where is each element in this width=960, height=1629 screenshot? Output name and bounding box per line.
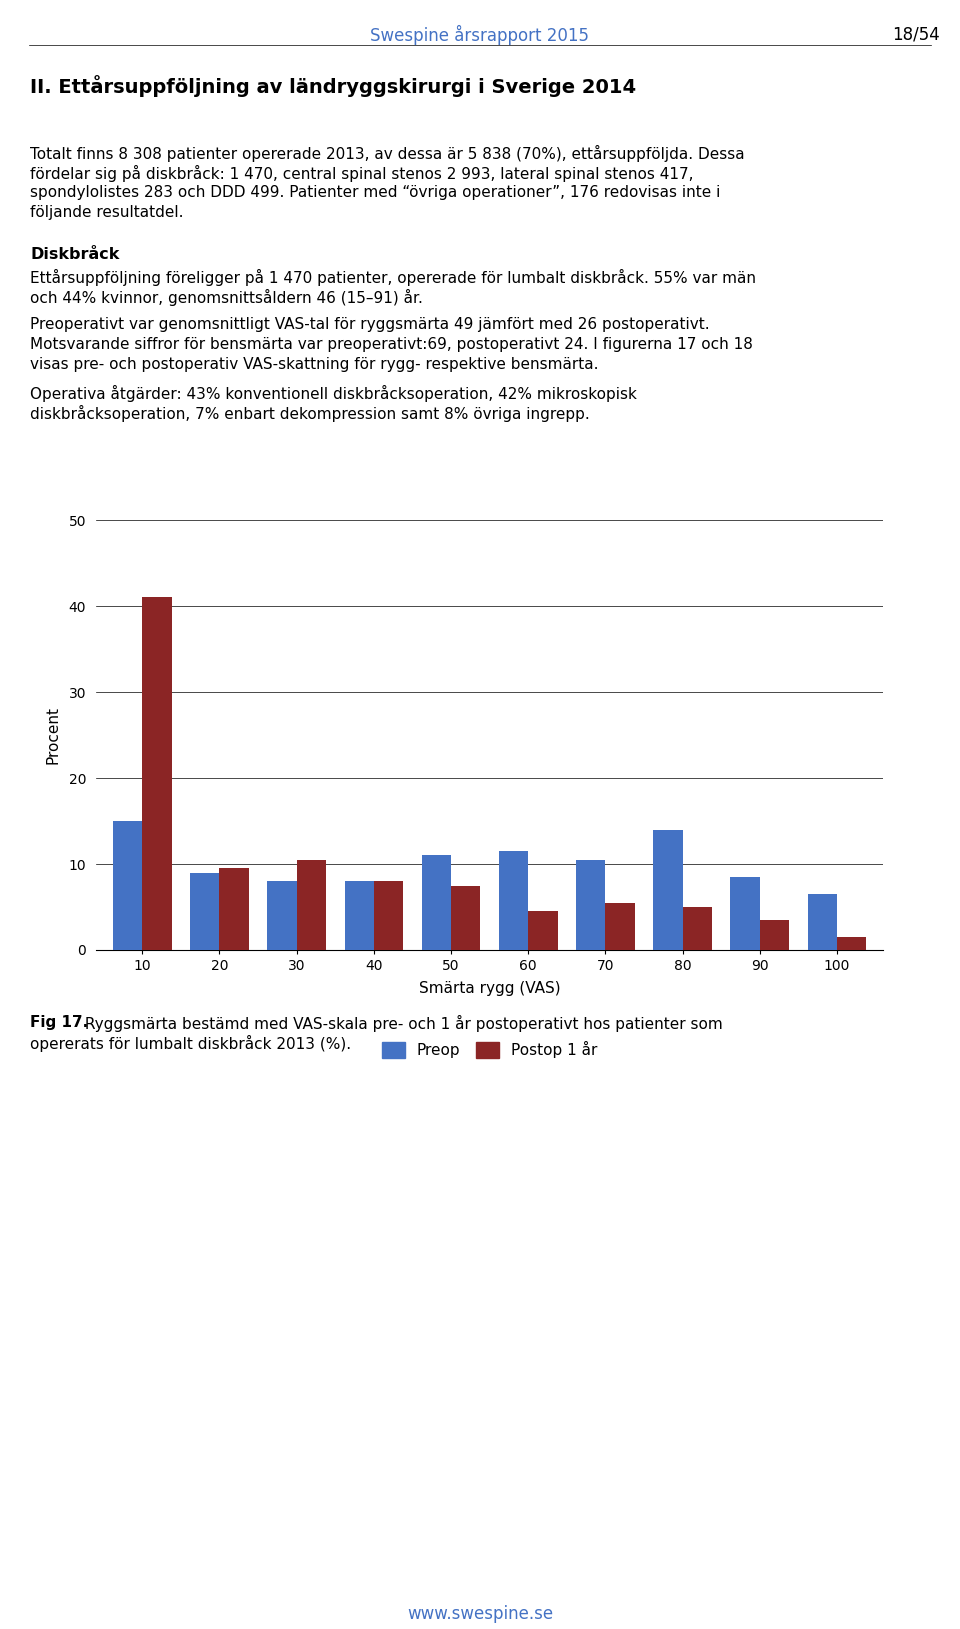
Text: Ettårsuppföljning föreligger på 1 470 patienter, opererade för lumbalt diskbråck: Ettårsuppföljning föreligger på 1 470 pa… xyxy=(30,269,756,287)
Text: Motsvarande siffror för bensmärta var preoperativt:69, postoperativt 24. I figur: Motsvarande siffror för bensmärta var pr… xyxy=(30,337,753,352)
X-axis label: Smärta rygg (VAS): Smärta rygg (VAS) xyxy=(419,981,561,997)
Text: spondylolistes 283 och DDD 499. Patienter med “övriga operationer”, 176 redovisa: spondylolistes 283 och DDD 499. Patiente… xyxy=(30,186,720,200)
Bar xyxy=(576,860,606,950)
Text: opererats för lumbalt diskbråck 2013 (%).: opererats för lumbalt diskbråck 2013 (%)… xyxy=(30,1034,351,1052)
Text: Swespine årsrapport 2015: Swespine årsrapport 2015 xyxy=(371,24,589,46)
Text: fördelar sig på diskbråck: 1 470, central spinal stenos 2 993, lateral spinal st: fördelar sig på diskbråck: 1 470, centra… xyxy=(30,165,693,182)
Bar xyxy=(606,902,635,950)
Bar xyxy=(528,911,558,950)
Bar xyxy=(190,873,220,950)
Bar xyxy=(759,920,789,950)
Bar xyxy=(451,886,480,950)
Text: Totalt finns 8 308 patienter opererade 2013, av dessa är 5 838 (70%), ettårsuppf: Totalt finns 8 308 patienter opererade 2… xyxy=(30,145,745,161)
Bar xyxy=(113,821,142,950)
Text: diskbråcksoperation, 7% enbart dekompression samt 8% övriga ingrepp.: diskbråcksoperation, 7% enbart dekompres… xyxy=(30,406,589,422)
Bar xyxy=(807,894,837,950)
Bar xyxy=(297,860,326,950)
Legend: Preop, Postop 1 år: Preop, Postop 1 år xyxy=(375,1034,604,1064)
Text: 18/54: 18/54 xyxy=(892,24,940,42)
Text: Operativa åtgärder: 43% konventionell diskbråcksoperation, 42% mikroskopisk: Operativa åtgärder: 43% konventionell di… xyxy=(30,384,636,402)
Bar xyxy=(731,876,759,950)
Text: II. Ettårsuppföljning av ländryggskirurgi i Sverige 2014: II. Ettårsuppföljning av ländryggskirurg… xyxy=(30,75,636,98)
Text: Diskbråck: Diskbråck xyxy=(30,248,119,262)
Bar xyxy=(373,881,403,950)
Bar xyxy=(220,868,249,950)
Bar xyxy=(142,598,172,950)
Bar xyxy=(267,881,297,950)
Text: visas pre- och postoperativ VAS-skattning för rygg- respektive bensmärta.: visas pre- och postoperativ VAS-skattnin… xyxy=(30,357,598,371)
Text: Fig 17.: Fig 17. xyxy=(30,1015,88,1030)
Bar xyxy=(837,937,866,950)
Text: Ryggsmärta bestämd med VAS-skala pre- och 1 år postoperativt hos patienter som: Ryggsmärta bestämd med VAS-skala pre- oc… xyxy=(80,1015,723,1033)
Y-axis label: Procent: Procent xyxy=(45,705,60,764)
Bar xyxy=(345,881,373,950)
Bar xyxy=(499,850,528,950)
Text: följande resultatdel.: följande resultatdel. xyxy=(30,205,183,220)
Bar xyxy=(653,829,683,950)
Text: och 44% kvinnor, genomsnittsåldern 46 (15–91) år.: och 44% kvinnor, genomsnittsåldern 46 (1… xyxy=(30,288,422,306)
Bar xyxy=(683,907,712,950)
Bar xyxy=(421,855,451,950)
Text: Preoperativt var genomsnittligt VAS-tal för ryggsmärta 49 jämfört med 26 postope: Preoperativt var genomsnittligt VAS-tal … xyxy=(30,318,709,332)
Text: www.swespine.se: www.swespine.se xyxy=(407,1605,553,1622)
